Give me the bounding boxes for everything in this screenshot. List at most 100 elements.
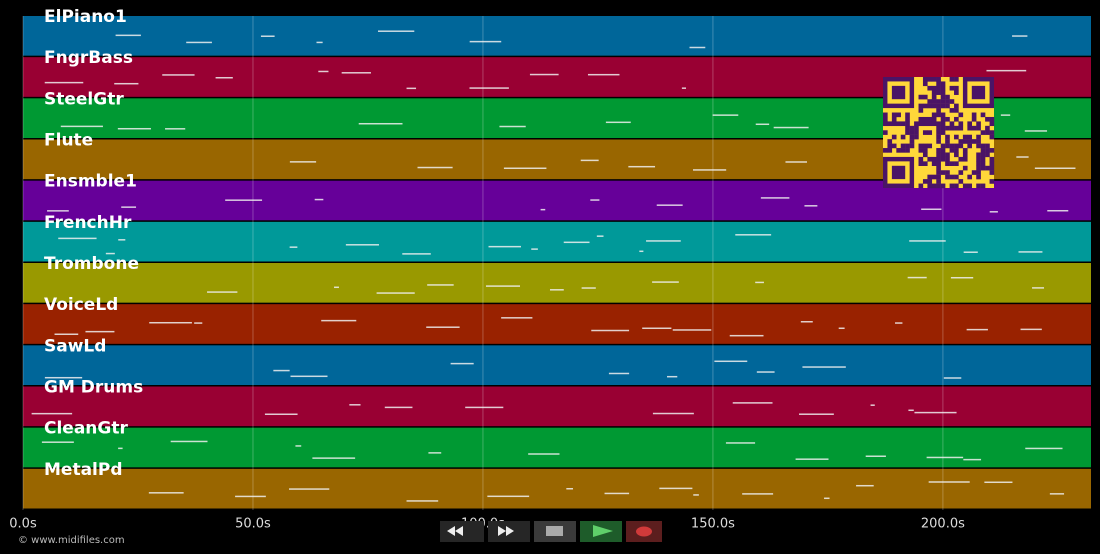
note: [656, 204, 683, 206]
note: [358, 122, 403, 125]
qr-cell: [976, 152, 981, 158]
note: [760, 197, 790, 199]
qr-cell: [940, 112, 946, 118]
note: [450, 362, 474, 365]
qr-cell: [914, 134, 919, 140]
qr-cell: [905, 112, 910, 118]
note: [986, 69, 1027, 72]
note: [652, 412, 694, 415]
qr-cell: [945, 170, 950, 175]
note: [54, 333, 79, 336]
note: [914, 411, 957, 414]
note: [215, 76, 233, 79]
note: [714, 360, 748, 363]
qr-cell: [980, 152, 986, 158]
qr-cell: [883, 116, 888, 122]
qr-cell: [914, 121, 919, 127]
track-label: Flute: [44, 131, 93, 151]
stop-button[interactable]: [534, 521, 576, 542]
fast-forward-button[interactable]: [488, 521, 530, 542]
note: [44, 376, 83, 379]
qr-cell: [936, 152, 941, 158]
note: [503, 167, 547, 170]
note: [485, 285, 521, 287]
qr-cell: [980, 130, 986, 135]
qr-cell: [940, 81, 946, 87]
qr-finder: [891, 165, 906, 180]
qr-cell: [976, 134, 981, 140]
qr-cell: [936, 85, 941, 91]
note: [943, 377, 962, 379]
track-label: CleanGtr: [44, 419, 128, 439]
note: [639, 250, 644, 253]
track-label: FrenchHr: [44, 213, 132, 233]
note: [907, 276, 927, 279]
qr-cell: [918, 108, 924, 113]
note: [1018, 251, 1043, 253]
qr-cell: [940, 152, 946, 158]
qr-cell: [967, 121, 972, 127]
note: [31, 412, 73, 415]
qr-cell: [909, 130, 915, 135]
qr-cell: [954, 161, 959, 166]
note: [735, 234, 772, 236]
note: [121, 206, 137, 208]
qr-cell: [989, 121, 995, 127]
qr-cell: [949, 77, 955, 82]
qr-cell: [945, 143, 950, 149]
qr-cell: [985, 165, 990, 171]
note: [194, 322, 203, 324]
track-notes: [44, 360, 962, 379]
qr-cell: [945, 161, 950, 166]
note: [581, 287, 596, 289]
qr-cell: [936, 139, 941, 144]
note: [289, 246, 298, 248]
qr-cell: [922, 148, 928, 153]
qr-cell: [936, 183, 941, 189]
qr-cell: [900, 143, 906, 149]
note: [41, 441, 74, 443]
track-band: [23, 427, 1091, 468]
play-button[interactable]: [580, 521, 622, 542]
qr-cell: [945, 116, 950, 122]
track-notes: [115, 30, 1028, 49]
tick-label: 150.0s: [691, 517, 735, 532]
note: [162, 74, 195, 76]
qr-cell: [927, 179, 933, 184]
qr-cell: [945, 125, 950, 131]
qr-cell: [940, 116, 946, 122]
note: [646, 240, 681, 242]
note: [681, 87, 687, 89]
note: [289, 161, 317, 163]
qr-finder: [891, 85, 906, 100]
qr-cell: [945, 156, 950, 162]
note: [207, 291, 238, 293]
qr-cell: [896, 112, 901, 118]
qr-cell: [891, 134, 897, 140]
note: [926, 456, 964, 459]
qr-cell: [958, 125, 964, 131]
note: [47, 210, 69, 212]
qr-cell: [949, 85, 955, 91]
rewind-button[interactable]: [440, 521, 484, 542]
qr-cell: [962, 134, 968, 140]
qr-cell: [958, 139, 964, 144]
note: [693, 494, 699, 496]
qr-cell: [989, 161, 995, 166]
track-notes: [58, 234, 1043, 255]
qr-cell: [989, 170, 995, 175]
note: [114, 82, 139, 85]
qr-cell: [989, 156, 995, 162]
note: [689, 46, 706, 49]
note: [795, 458, 829, 460]
qr-cell: [949, 99, 955, 104]
note: [235, 495, 266, 498]
qr-cell: [922, 121, 928, 127]
track-label: SawLd: [44, 336, 106, 356]
record-button[interactable]: [626, 521, 662, 542]
note: [1024, 130, 1048, 132]
qr-cell: [922, 161, 928, 166]
note: [334, 286, 339, 289]
qr-cell: [936, 90, 941, 95]
